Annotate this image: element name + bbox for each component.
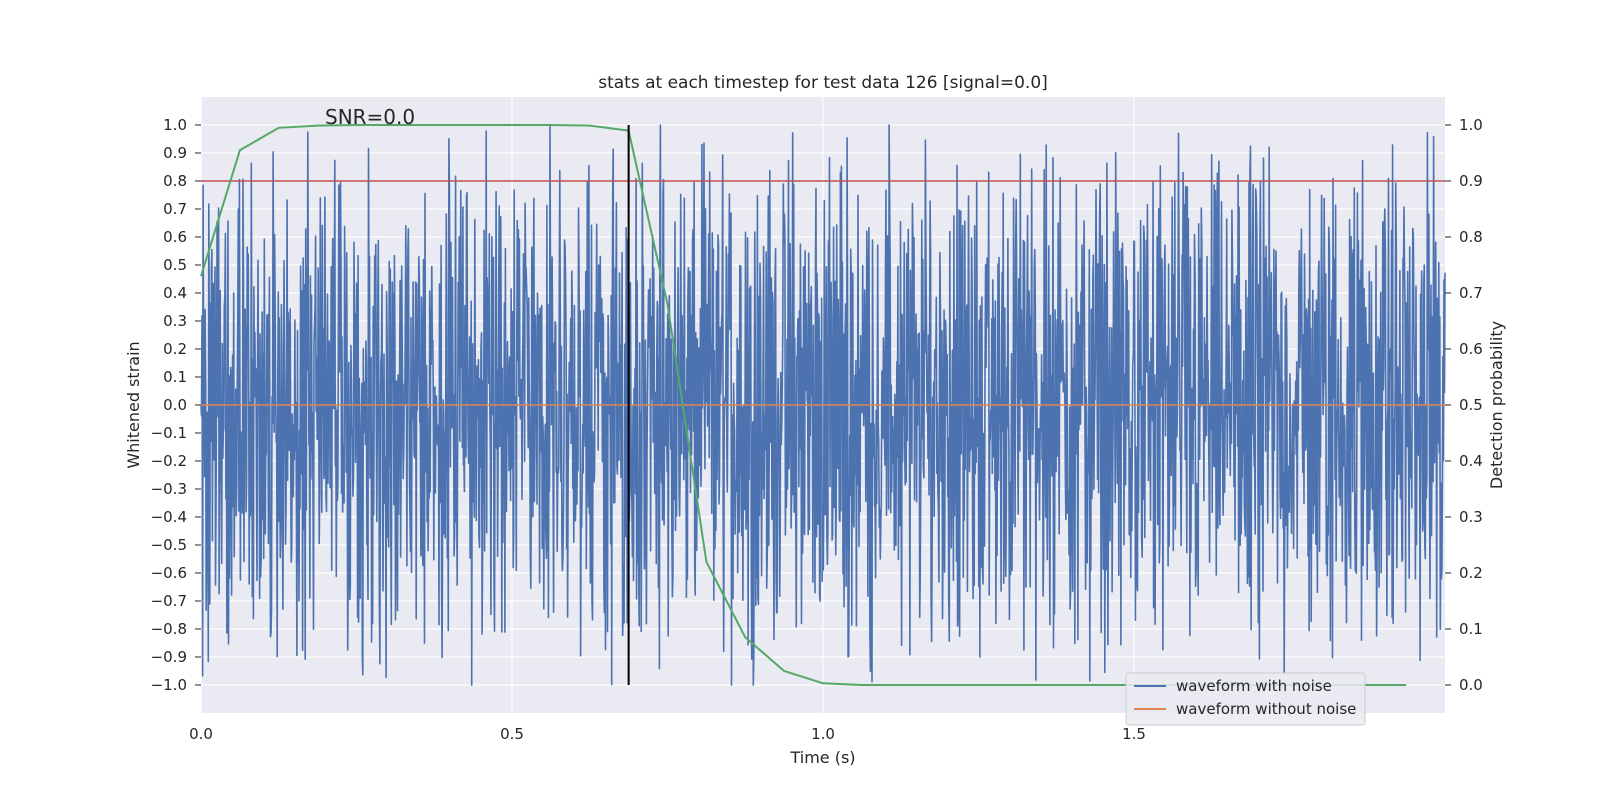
- y-right-tick-label: 1.0: [1459, 116, 1483, 134]
- y-left-tick-label: −0.8: [151, 620, 187, 638]
- y-right-tick-label: 0.3: [1459, 508, 1483, 526]
- y-right-tick-label: 0.9: [1459, 172, 1483, 190]
- y-left-tick-label: −0.5: [151, 536, 187, 554]
- y-left-tick-label: −0.7: [151, 592, 187, 610]
- y-left-tick-label: 0.9: [163, 144, 187, 162]
- y-left-tick-label: 0.7: [163, 200, 187, 218]
- y-left-tick-label: −0.9: [151, 648, 187, 666]
- y-left-tick-label: 0.6: [163, 228, 187, 246]
- y-left-tick-label: −0.2: [151, 452, 187, 470]
- y-left-tick-label: 1.0: [163, 116, 187, 134]
- y-right-tick-label: 0.8: [1459, 228, 1483, 246]
- legend: waveform with noise waveform without noi…: [1125, 672, 1366, 726]
- x-axis-ticks: 0.0 0.5 1.0 1.5: [189, 725, 1146, 743]
- x-tick-label: 0.0: [189, 725, 213, 743]
- y-left-tick-label: 0.0: [163, 396, 187, 414]
- x-tick-label: 1.5: [1122, 725, 1146, 743]
- y-left-tick-label: 0.3: [163, 312, 187, 330]
- y-left-tick-label: 0.5: [163, 256, 187, 274]
- y-left-tick-label: −0.4: [151, 508, 187, 526]
- y-left-tick-label: −1.0: [151, 676, 187, 694]
- y-right-tick-label: 0.2: [1459, 564, 1483, 582]
- y-left-tick-label: 0.2: [163, 340, 187, 358]
- y-right-tick-label: 0.4: [1459, 452, 1483, 470]
- legend-box: [1125, 672, 1366, 726]
- y-right-tick-label: 0.5: [1459, 396, 1483, 414]
- y-axis-right-label: Detection probability: [1487, 321, 1506, 489]
- y-axis-right-ticks: 1.0 0.9 0.8 0.7 0.6 0.5 0.4 0.3 0.2 0.1 0.0: [1445, 116, 1483, 694]
- noise-waveform-line: [200, 124, 1446, 686]
- snr-annotation: SNR=0.0: [325, 105, 415, 129]
- chart-title: stats at each timestep for test data 126…: [598, 73, 1048, 93]
- y-left-tick-label: 0.8: [163, 172, 187, 190]
- x-tick-label: 0.5: [500, 725, 524, 743]
- y-axis-left-label: Whitened strain: [124, 341, 143, 468]
- y-left-tick-label: −0.3: [151, 480, 187, 498]
- y-right-tick-label: 0.1: [1459, 620, 1483, 638]
- series-waveform-with-noise: [200, 124, 1446, 686]
- legend-label-noise: waveform with noise: [1176, 677, 1332, 695]
- y-left-tick-label: −0.6: [151, 564, 187, 582]
- y-right-tick-label: 0.6: [1459, 340, 1483, 358]
- y-right-tick-label: 0.0: [1459, 676, 1483, 694]
- x-axis-label: Time (s): [789, 748, 855, 767]
- y-axis-left-ticks: 1.0 0.9 0.8 0.7 0.6 0.5 0.4 0.3 0.2 0.1 0.0 −0.1 −0.…: [151, 116, 201, 694]
- legend-label-clean: waveform without noise: [1176, 700, 1356, 718]
- y-left-tick-label: −0.1: [151, 424, 187, 442]
- y-left-tick-label: 0.1: [163, 368, 187, 386]
- y-left-tick-label: 0.4: [163, 284, 187, 302]
- x-tick-label: 1.0: [811, 725, 835, 743]
- y-right-tick-label: 0.7: [1459, 284, 1483, 302]
